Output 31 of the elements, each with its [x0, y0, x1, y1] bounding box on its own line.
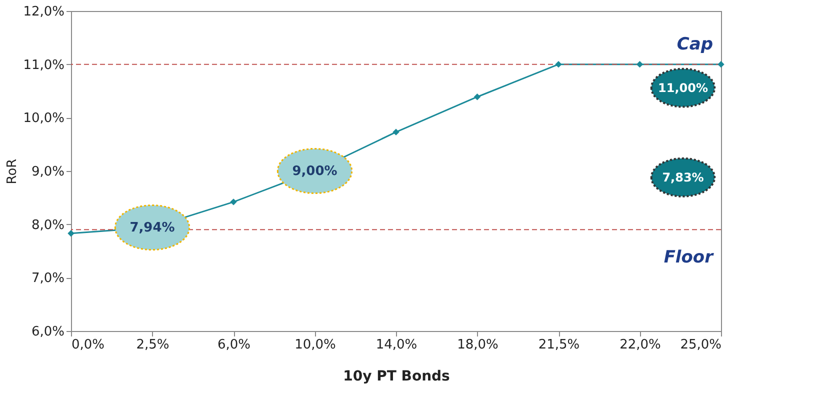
- y-axis-title: RoR: [5, 158, 20, 184]
- point: [392, 128, 400, 136]
- x-tick-label: 25,0%: [680, 338, 722, 352]
- x-axis-title: 10y PT Bonds: [343, 368, 450, 384]
- data-label: 7,94%: [130, 220, 175, 236]
- point: [718, 60, 724, 68]
- ref-line-label: Floor: [664, 248, 715, 268]
- point: [555, 60, 562, 68]
- x-tick-label: 6,0%: [217, 338, 251, 352]
- y-tick-label: 8,0%: [31, 218, 64, 233]
- point: [230, 198, 237, 206]
- x-tick-label: 14,0%: [376, 338, 418, 352]
- x-tick-label: 2,5%: [136, 338, 170, 352]
- point: [474, 94, 481, 100]
- x-tick-label: 18,0%: [457, 338, 498, 352]
- data-label: 9,00%: [292, 164, 338, 179]
- y-tick-label: 10,0%: [23, 111, 64, 126]
- x-tick-label: 10,0%: [294, 338, 336, 352]
- x-tick-label: 22,0%: [620, 338, 661, 352]
- y-tick-label: 11,0%: [23, 58, 64, 73]
- ref-line-label: Cap: [676, 34, 713, 54]
- point: [636, 60, 644, 68]
- x-tick-label: 0,0%: [72, 338, 105, 352]
- y-tick-label: 12,0%: [23, 4, 64, 20]
- y-tick-label: 9,0%: [31, 164, 64, 180]
- annotation: 7,83%: [662, 170, 704, 184]
- y-tick-label: 6,0%: [31, 324, 64, 340]
- point: [68, 230, 74, 237]
- y-tick-label: 7,0%: [31, 271, 64, 286]
- x-tick-label: 21,5%: [538, 338, 580, 352]
- annotation: 11,00%: [658, 80, 708, 95]
